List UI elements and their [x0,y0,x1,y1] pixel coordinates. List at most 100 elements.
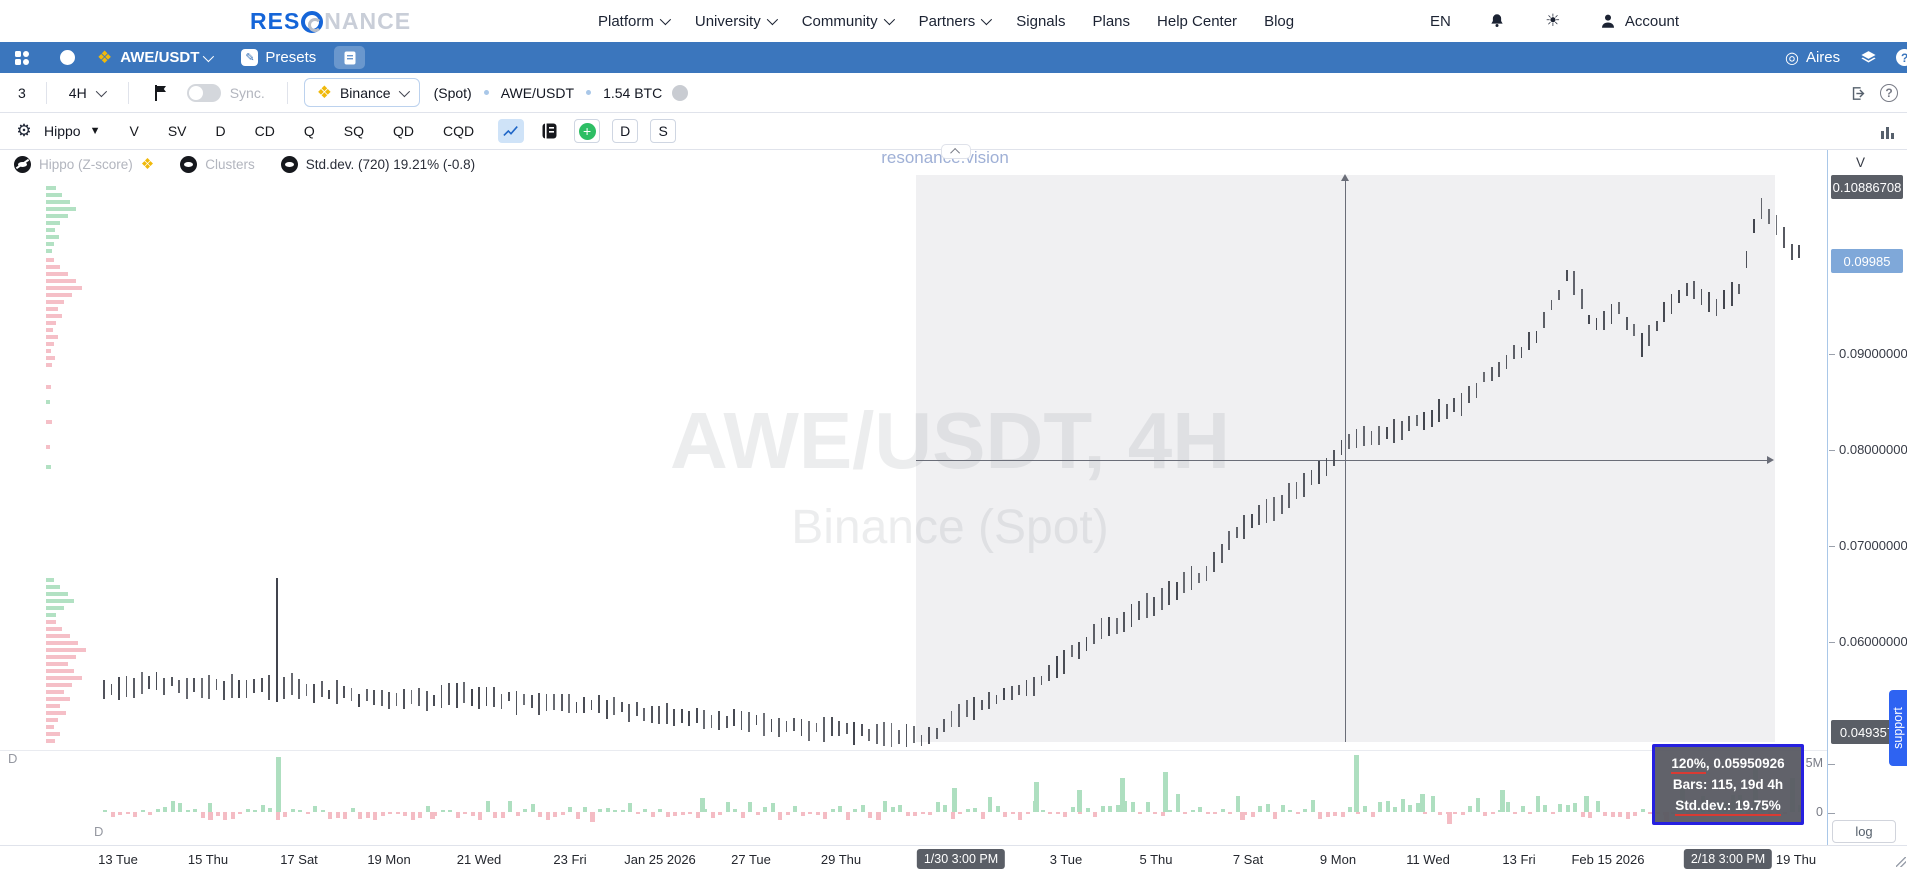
time-tick-label[interactable]: Jan 25 2026 [624,852,696,867]
volume-bar [748,801,752,812]
volume-dip-bar [1240,812,1245,820]
mode-button-qd[interactable]: QD [393,123,414,139]
legend-item: Clusters [180,155,255,173]
chart-help-icon[interactable]: ? [1880,84,1898,102]
volume-bar [1633,812,1637,817]
time-tick-label[interactable]: 15 Thu [187,852,229,867]
account-menu[interactable]: Account [1599,12,1679,30]
nav-item-platform[interactable]: Platform [598,13,671,30]
time-tick-label[interactable]: 21 Wed [456,852,502,867]
time-crosshair-badge[interactable]: 1/30 3:00 PM [916,849,1006,869]
symbol-name[interactable]: AWE/USDT [120,49,200,66]
apps-grid-icon[interactable] [12,48,32,68]
log-scale-button[interactable]: log [1832,820,1896,843]
resize-handle-icon[interactable] [1896,857,1906,867]
volume-bar [1408,805,1412,812]
time-tick-label[interactable]: 17 Sat [280,852,318,867]
drawings-count[interactable]: 3 [18,84,26,101]
volume-profile-bar [46,385,51,389]
time-tick-label[interactable]: 11 Wed [1406,852,1450,867]
volume-bar [1490,812,1495,814]
chevron-down-icon [883,13,895,26]
nav-item-help-center[interactable]: Help Center [1157,13,1237,30]
volume-bar [335,812,340,819]
help-icon[interactable]: ? [1896,49,1907,66]
ohlc-bar [208,674,210,699]
nav-item-signals[interactable]: Signals [1016,13,1065,30]
support-tab[interactable]: support [1889,690,1907,766]
ohlc-bar [1775,215,1777,236]
time-tick-label[interactable]: 7 Sat [1232,852,1264,867]
volume-bar [268,808,272,812]
presets-icon[interactable]: ✎ [241,49,259,66]
time-tick-label[interactable]: 9 Mon [1319,852,1357,867]
timeframe-chevron-icon[interactable] [95,85,107,97]
mode-button-cqd[interactable]: CQD [443,123,475,139]
volume-bar [1273,812,1277,819]
journal-button[interactable] [536,119,562,143]
theme-toggle-sun-icon[interactable]: ☀ [1545,11,1561,30]
notifications-bell-icon[interactable] [1487,11,1507,31]
time-tick-label[interactable]: 27 Tue [731,852,771,867]
mode-button-v[interactable]: V [129,123,139,139]
ohlc-bar [1108,617,1110,637]
notes-document-button[interactable] [334,46,366,69]
time-tick-label[interactable]: 13 Fri [1502,852,1536,867]
ohlc-bar [785,721,787,732]
toggle-d-button[interactable]: D [612,119,639,143]
ohlc-bar [1355,428,1357,449]
eye-slash-icon[interactable] [14,155,31,173]
filter-funnel-icon[interactable]: ▼ [89,125,101,137]
nav-item-blog[interactable]: Blog [1264,13,1294,30]
flag-icon[interactable] [151,83,171,103]
timeframe-selector[interactable]: 4H [68,84,87,101]
collapse-tab[interactable] [941,144,971,159]
resonance-logo[interactable]: RES NANCE [250,8,411,35]
time-crosshair-badge[interactable]: 2/18 3:00 PM [1683,849,1773,869]
eye-icon[interactable] [280,155,298,173]
balance-toggle-icon[interactable] [672,84,689,101]
nav-item-community[interactable]: Community [802,13,895,30]
time-tick-label[interactable]: 29 Thu [820,852,862,867]
nav-item-university[interactable]: University [695,13,778,30]
time-tick-label[interactable]: 3 Tue [1049,852,1083,867]
time-axis[interactable]: 13 Tue 15 Thu 17 Sat 19 Mon 21 Wed 23 Fri Jan … [0,845,1907,871]
language-selector[interactable]: EN [1430,12,1451,30]
mode-button-sv[interactable]: SV [167,123,187,139]
mode-button-sq[interactable]: SQ [343,123,364,139]
add-indicator-button[interactable]: + [574,119,601,143]
layers-icon[interactable] [1858,48,1878,68]
pane-divider[interactable] [0,750,1827,751]
nav-item-partners[interactable]: Partners [919,13,993,30]
status-dot-icon[interactable] [60,50,75,65]
indicator-name[interactable]: Hippo [44,123,81,139]
columns-icon[interactable] [1878,122,1898,142]
mode-button-q[interactable]: Q [303,123,315,139]
aires-button[interactable]: ◎ Aires [1785,48,1840,68]
sync-toggle[interactable] [186,83,221,102]
mode-button-d[interactable]: D [215,123,226,139]
volume-profile-bar [46,293,72,297]
volume-bar [395,812,400,815]
mode-button-cd[interactable]: CD [254,123,275,139]
presets-button[interactable]: Presets [265,49,317,66]
nav-item-plans[interactable]: Plans [1092,13,1130,30]
exchange-selector[interactable]: ❖ Binance [303,78,420,107]
line-chart-mode-button[interactable] [498,119,525,143]
gear-icon[interactable]: ⚙ [16,121,32,140]
volume-bar [1648,812,1652,814]
volume-bar [1543,805,1547,812]
volume-profile-bar [46,186,56,190]
toggle-s-button[interactable]: S [650,119,677,143]
time-tick-label[interactable]: 19 Mon [367,852,411,867]
time-tick-label[interactable]: Feb 15 2026 [1571,852,1645,867]
time-tick-label[interactable]: 23 Fri [553,852,587,867]
time-tick-label[interactable]: 13 Tue [98,852,138,867]
symbol-chevron-icon[interactable] [203,50,215,62]
time-tick-label[interactable]: 5 Thu [1139,852,1173,867]
eye-icon[interactable] [180,155,198,173]
time-tick-label[interactable]: 19 Thu [1775,852,1817,867]
ohlc-bar [965,699,968,717]
volume-bar [860,805,865,812]
share-icon[interactable] [1848,83,1868,103]
